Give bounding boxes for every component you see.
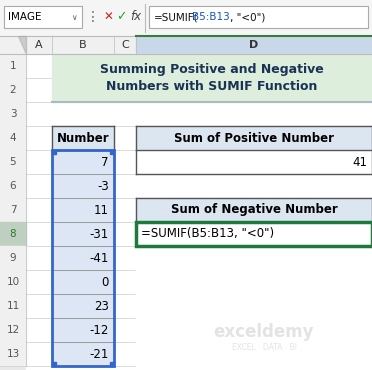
Bar — [136, 198, 372, 222]
Text: 12: 12 — [6, 325, 20, 335]
Bar — [136, 222, 372, 246]
Text: IMAGE: IMAGE — [8, 12, 42, 22]
Text: , "<0"): , "<0") — [230, 12, 265, 22]
Text: exceldemy: exceldemy — [214, 323, 314, 341]
Text: C: C — [121, 40, 129, 50]
Bar — [110, 150, 114, 154]
Text: 2: 2 — [10, 85, 16, 95]
Bar — [0, 294, 26, 318]
Bar — [52, 246, 114, 270]
Text: D: D — [249, 40, 259, 50]
Text: ✓: ✓ — [116, 10, 126, 24]
Bar — [0, 126, 26, 150]
Text: 1: 1 — [10, 61, 16, 71]
Text: -31: -31 — [90, 228, 109, 240]
Text: 8: 8 — [10, 229, 16, 239]
Text: B: B — [79, 40, 87, 50]
Text: B5:B13: B5:B13 — [192, 12, 230, 22]
Bar — [52, 150, 114, 366]
FancyBboxPatch shape — [4, 6, 82, 28]
Bar — [0, 150, 26, 174]
Bar — [52, 362, 56, 366]
Bar — [52, 126, 114, 150]
Text: -12: -12 — [90, 323, 109, 336]
Bar — [0, 102, 26, 126]
Text: 4: 4 — [10, 133, 16, 143]
Bar — [0, 174, 26, 198]
Text: 13: 13 — [6, 349, 20, 359]
Bar — [136, 342, 372, 366]
Text: Summing Positive and Negative
Numbers with SUMIF Function: Summing Positive and Negative Numbers wi… — [100, 63, 324, 93]
Bar — [0, 246, 26, 270]
Text: ✕: ✕ — [103, 10, 113, 24]
Bar — [136, 36, 372, 54]
Text: 9: 9 — [10, 253, 16, 263]
Text: =SUMIF(B5:B13, "<0"): =SUMIF(B5:B13, "<0") — [141, 228, 274, 240]
Bar — [110, 362, 114, 366]
Text: 10: 10 — [6, 277, 20, 287]
Text: 11: 11 — [6, 301, 20, 311]
Text: 3: 3 — [10, 109, 16, 119]
Text: ⋮: ⋮ — [86, 10, 100, 24]
Bar — [136, 150, 372, 174]
Text: 7: 7 — [10, 205, 16, 215]
Bar — [52, 342, 114, 366]
Bar — [0, 54, 26, 78]
Bar — [52, 270, 114, 294]
Text: 0: 0 — [102, 276, 109, 289]
Bar — [52, 294, 114, 318]
Polygon shape — [18, 36, 26, 54]
Bar — [52, 318, 114, 342]
Bar — [52, 222, 114, 246]
Bar — [0, 270, 26, 294]
Text: Sum of Negative Number: Sum of Negative Number — [171, 204, 337, 216]
Text: 23: 23 — [94, 299, 109, 313]
Text: ∨: ∨ — [71, 13, 77, 21]
Text: -21: -21 — [90, 347, 109, 360]
Bar — [52, 174, 114, 198]
Text: EXCEL · DATA · BI: EXCEL · DATA · BI — [231, 343, 296, 352]
Text: -3: -3 — [97, 179, 109, 192]
Text: 41: 41 — [352, 155, 367, 168]
Bar — [136, 318, 372, 342]
Bar — [136, 222, 372, 246]
Bar — [0, 222, 26, 246]
Bar — [136, 126, 372, 150]
FancyBboxPatch shape — [149, 6, 368, 28]
Bar — [52, 54, 372, 102]
Text: 5: 5 — [10, 157, 16, 167]
Bar — [0, 0, 372, 36]
Text: =SUMIF(: =SUMIF( — [154, 12, 199, 22]
Text: Number: Number — [57, 131, 109, 145]
Bar — [136, 270, 372, 294]
Text: 11: 11 — [94, 204, 109, 216]
Text: fx: fx — [131, 10, 142, 24]
Text: A: A — [35, 40, 43, 50]
Bar — [52, 150, 114, 174]
Text: -41: -41 — [90, 252, 109, 265]
Bar — [0, 198, 26, 222]
Bar — [0, 342, 26, 366]
Bar — [52, 150, 56, 154]
Bar — [26, 54, 372, 370]
Bar — [0, 78, 26, 102]
Text: 7: 7 — [102, 155, 109, 168]
Bar — [136, 294, 372, 318]
Bar — [136, 246, 372, 270]
Text: 6: 6 — [10, 181, 16, 191]
Bar — [0, 36, 372, 54]
Text: Sum of Positive Number: Sum of Positive Number — [174, 131, 334, 145]
Bar — [52, 198, 114, 222]
Bar — [0, 318, 26, 342]
